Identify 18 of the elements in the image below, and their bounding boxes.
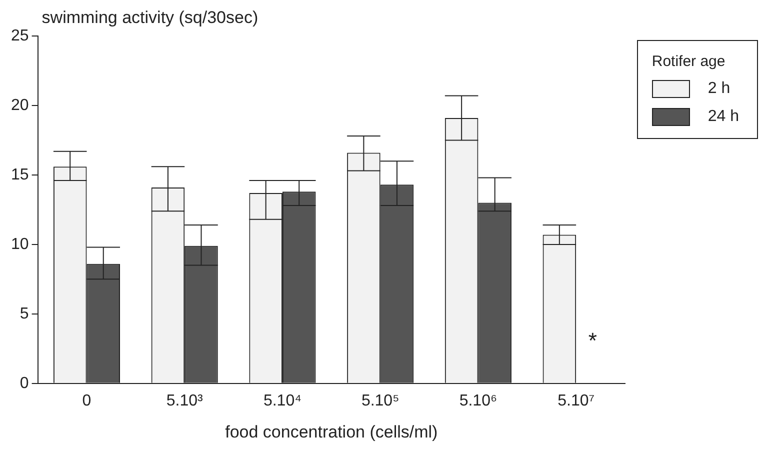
legend-label: 2 h — [708, 80, 730, 98]
x-tick-label: 5.10⁵ — [361, 392, 400, 410]
y-tick-label: 20 — [11, 96, 29, 114]
legend-label: 24 h — [708, 108, 739, 126]
x-tick-label: 5.10³ — [166, 392, 204, 410]
y-tick-label: 15 — [11, 166, 29, 184]
y-tick-label: 25 — [11, 27, 29, 44]
y-tick-label: 0 — [20, 374, 29, 392]
x-axis-title: food concentration (cells/ml) — [225, 422, 438, 442]
y-tick-label: 5 — [20, 305, 29, 322]
y-axis-title: swimming activity (sq/30sec) — [42, 8, 258, 28]
annotation: * — [588, 328, 598, 353]
x-tick-label: 5.10⁷ — [558, 392, 595, 410]
legend-title: Rotifer age — [652, 53, 726, 70]
x-tick-label: 5.10⁴ — [263, 392, 302, 410]
x-tick-label: 5.10⁶ — [459, 392, 498, 410]
x-tick-label: 0 — [82, 392, 92, 410]
y-tick-label: 10 — [11, 236, 29, 253]
